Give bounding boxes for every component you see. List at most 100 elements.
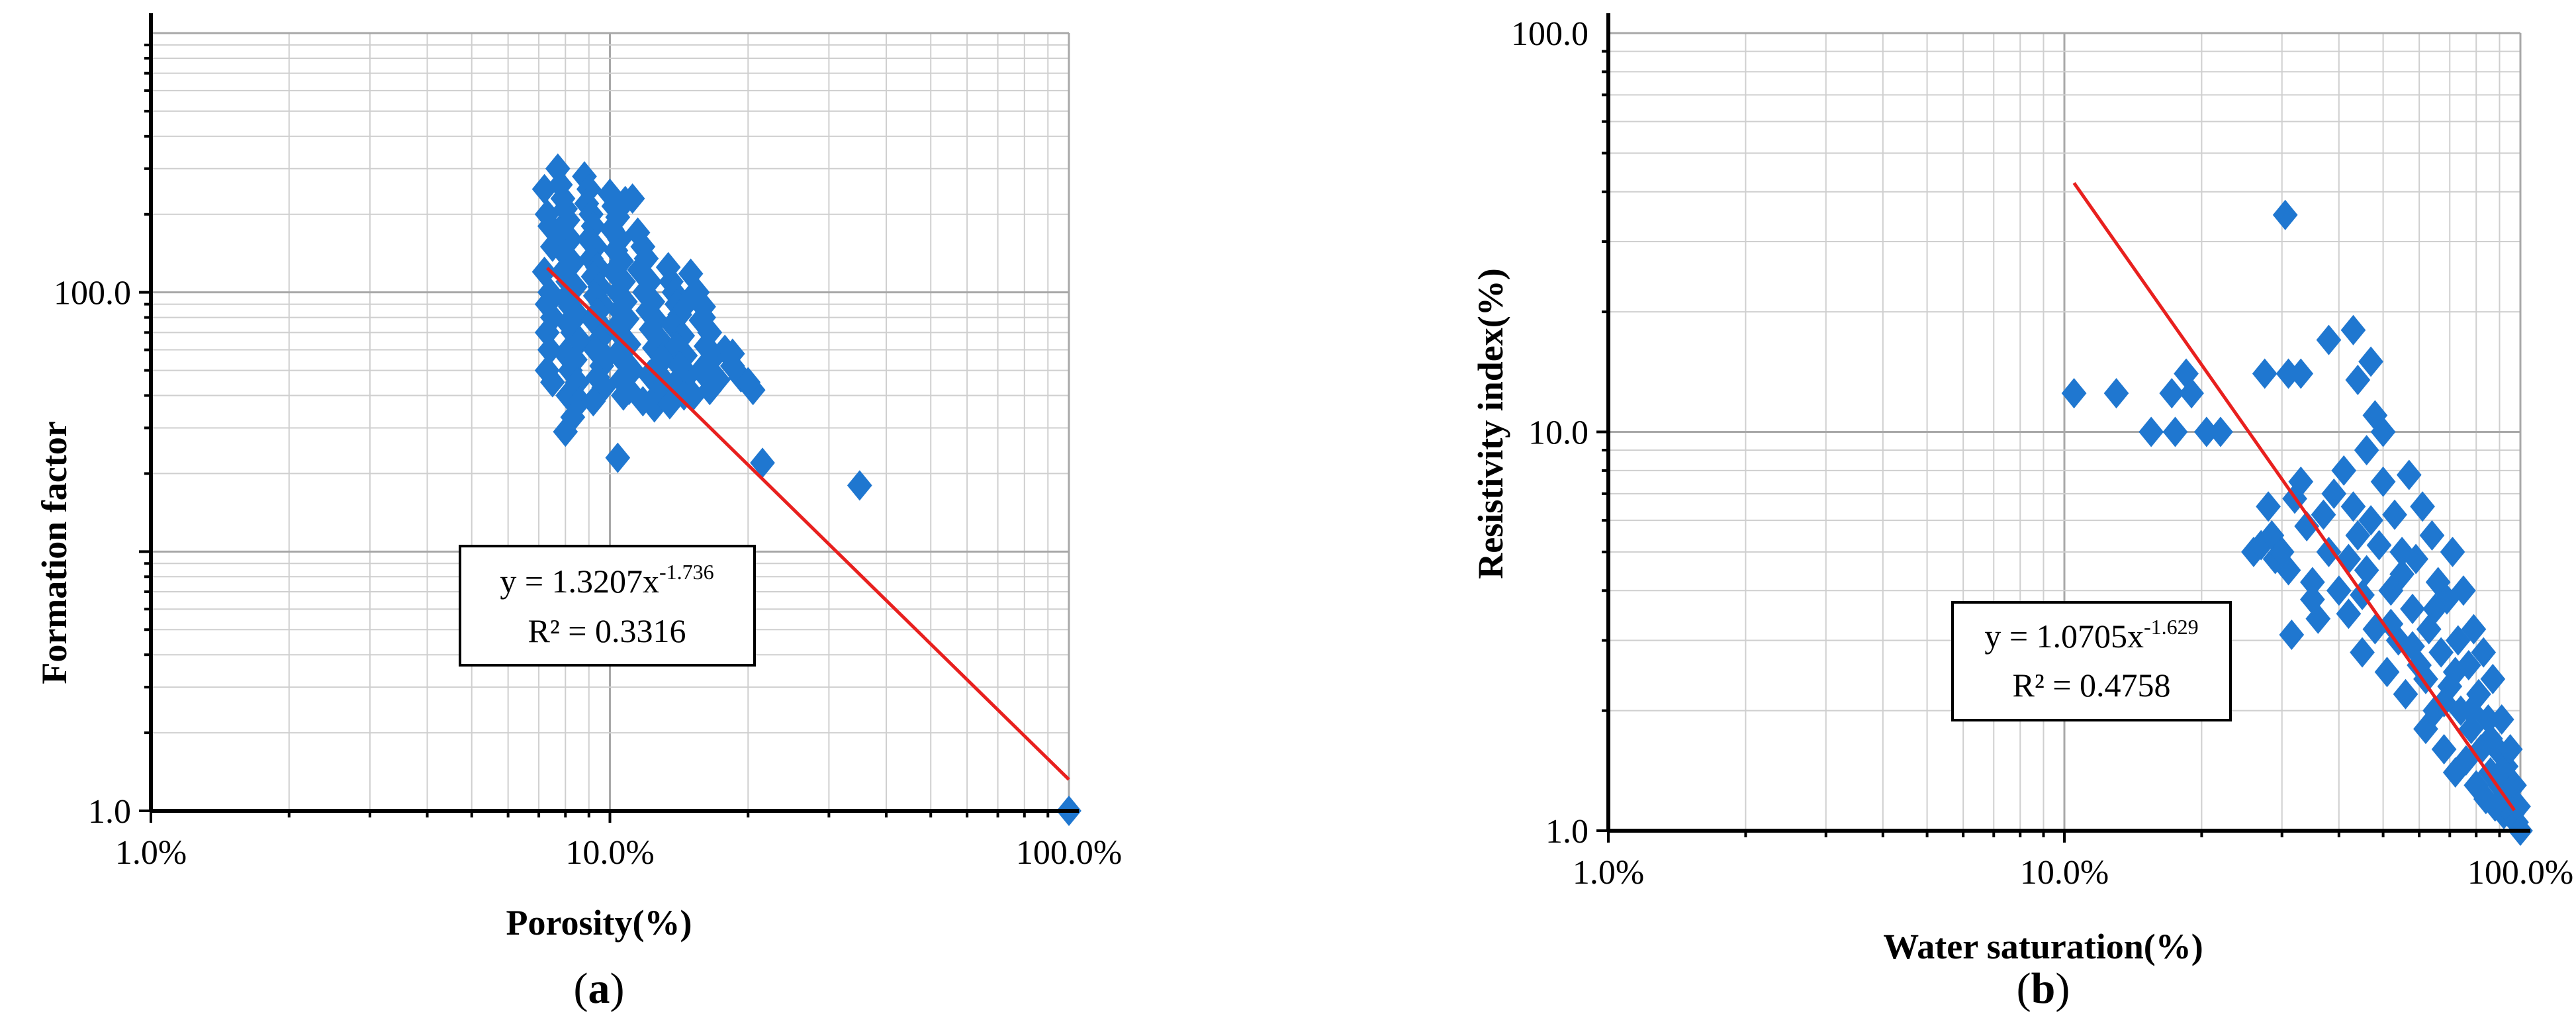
data-point xyxy=(2471,637,2497,668)
data-point xyxy=(672,340,698,371)
data-point xyxy=(2103,378,2129,409)
data-point xyxy=(678,283,704,314)
data-point xyxy=(2316,536,2342,567)
panel-b-trendline xyxy=(2072,182,2516,811)
data-point xyxy=(2336,598,2362,629)
data-point xyxy=(2374,657,2400,688)
data-point xyxy=(2403,543,2428,575)
data-point xyxy=(657,389,682,420)
data-point xyxy=(2366,530,2392,561)
panel-a-axes xyxy=(139,13,1079,823)
data-point xyxy=(2179,378,2204,409)
y-tick-label: 1.0 xyxy=(1545,813,1588,851)
data-point xyxy=(2288,466,2314,497)
data-point xyxy=(2272,199,2298,230)
data-point xyxy=(539,367,565,398)
data-point xyxy=(2473,784,2499,815)
x-tick-label: 1.0% xyxy=(115,834,187,872)
data-point xyxy=(2340,491,2366,522)
data-point xyxy=(2482,791,2508,822)
data-point xyxy=(2358,505,2383,536)
data-point xyxy=(580,304,606,336)
data-point xyxy=(2321,478,2347,509)
data-point xyxy=(576,224,602,255)
x-tick-label: 10.0% xyxy=(565,834,654,872)
panel-b-chart: 1.0% 10.0% 100.0% 1.0 10.0 100.0 Water satura… xyxy=(1471,13,2573,1013)
data-point xyxy=(2208,416,2233,447)
data-point xyxy=(2458,714,2484,745)
data-point xyxy=(2431,686,2457,718)
data-point xyxy=(603,235,629,266)
data-point xyxy=(2389,559,2415,590)
data-point xyxy=(688,355,714,386)
data-point xyxy=(2331,455,2357,486)
panel-b-equation: y = 1.0705x-1.629 xyxy=(1984,615,2198,655)
data-point xyxy=(705,364,731,395)
data-point xyxy=(2442,657,2468,688)
panel-a-equation-base: y = 1.3207x xyxy=(500,563,659,600)
data-point xyxy=(2139,416,2164,447)
data-point xyxy=(2354,435,2379,466)
panel-b-y-axis-title: Resistivity index(%) xyxy=(1471,268,1510,579)
data-point xyxy=(2311,499,2336,530)
panel-b-axes xyxy=(1596,13,2530,843)
data-point xyxy=(2396,459,2422,490)
panel-b-x-axis-title: Water saturation(%) xyxy=(1883,927,2203,966)
data-point xyxy=(2345,520,2371,551)
data-point xyxy=(2428,637,2454,668)
data-point xyxy=(2489,704,2514,735)
data-point xyxy=(2305,603,2331,634)
panel-a-trendline xyxy=(545,267,1070,781)
x-tick-label: 100.0% xyxy=(1016,834,1122,872)
data-point xyxy=(560,248,586,279)
data-point xyxy=(2419,520,2445,551)
data-point xyxy=(2497,734,2523,765)
panel-b-equation-box: y = 1.0705x-1.629 R² = 0.4758 xyxy=(1951,601,2232,721)
data-point xyxy=(847,470,872,501)
data-point xyxy=(2294,511,2320,542)
y-tick-label: 1.0 xyxy=(88,793,131,831)
data-point xyxy=(2256,491,2281,522)
data-point xyxy=(2416,614,2442,645)
data-point xyxy=(627,254,653,285)
data-point xyxy=(625,217,651,248)
x-tick-label: 1.0% xyxy=(1573,854,1644,892)
data-point xyxy=(2279,619,2305,650)
data-point xyxy=(678,258,704,289)
data-point xyxy=(2445,625,2471,656)
panel-a-equation-exponent: -1.736 xyxy=(659,560,714,584)
data-point xyxy=(693,330,719,361)
data-point xyxy=(605,442,631,473)
data-point xyxy=(2162,416,2188,447)
data-point xyxy=(2378,608,2404,639)
panel-b-data-points xyxy=(2061,199,2533,846)
data-point xyxy=(2458,695,2484,726)
x-tick-label: 10.0% xyxy=(2020,854,2109,892)
panel-a-chart: 1.0% 10.0% 100.0% 1.0 100.0 Porosity(%) Form… xyxy=(34,13,1122,1013)
data-point xyxy=(2431,734,2457,765)
panel-a-y-axis-title: Formation factor xyxy=(34,421,74,684)
data-point xyxy=(719,338,745,369)
panel-b-equation-base: y = 1.0705x xyxy=(1984,618,2144,655)
data-point xyxy=(580,386,606,417)
panel-a-equation-box: y = 1.3207x-1.736 R² = 0.3316 xyxy=(459,545,756,667)
data-point xyxy=(2475,704,2501,735)
data-point xyxy=(2413,663,2438,694)
data-point xyxy=(2061,378,2087,409)
data-point xyxy=(582,231,608,262)
data-point xyxy=(2506,791,2531,822)
panel-b-r-squared: R² = 0.4758 xyxy=(2012,667,2170,704)
data-point xyxy=(655,252,681,283)
panel-b-equation-exponent: -1.629 xyxy=(2144,615,2199,639)
panel-a-label: (a) xyxy=(574,964,625,1013)
data-point xyxy=(2276,555,2301,586)
data-point xyxy=(620,183,645,214)
data-point xyxy=(2451,575,2476,606)
data-point xyxy=(531,173,557,205)
data-point xyxy=(545,153,571,184)
panel-a-gridlines xyxy=(150,32,1070,812)
data-point xyxy=(2193,416,2219,447)
data-point xyxy=(691,302,716,333)
data-point xyxy=(2370,466,2396,497)
panel-b-tick-labels: 1.0% 10.0% 100.0% 1.0 10.0 100.0 xyxy=(1511,15,2573,892)
